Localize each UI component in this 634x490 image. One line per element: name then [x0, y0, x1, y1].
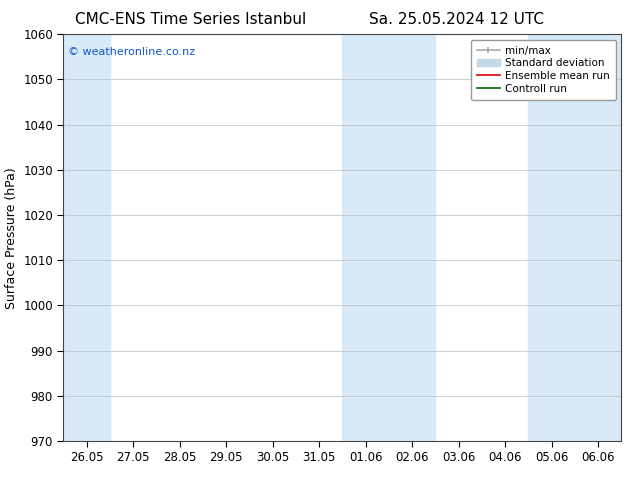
Bar	[528, 34, 621, 441]
Bar	[63, 34, 110, 441]
Legend: min/max, Standard deviation, Ensemble mean run, Controll run: min/max, Standard deviation, Ensemble me…	[470, 40, 616, 100]
Y-axis label: Surface Pressure (hPa): Surface Pressure (hPa)	[4, 167, 18, 309]
Text: Sa. 25.05.2024 12 UTC: Sa. 25.05.2024 12 UTC	[369, 12, 544, 27]
Text: © weatheronline.co.nz: © weatheronline.co.nz	[68, 47, 195, 56]
Text: CMC-ENS Time Series Istanbul: CMC-ENS Time Series Istanbul	[75, 12, 306, 27]
Bar	[342, 34, 436, 441]
